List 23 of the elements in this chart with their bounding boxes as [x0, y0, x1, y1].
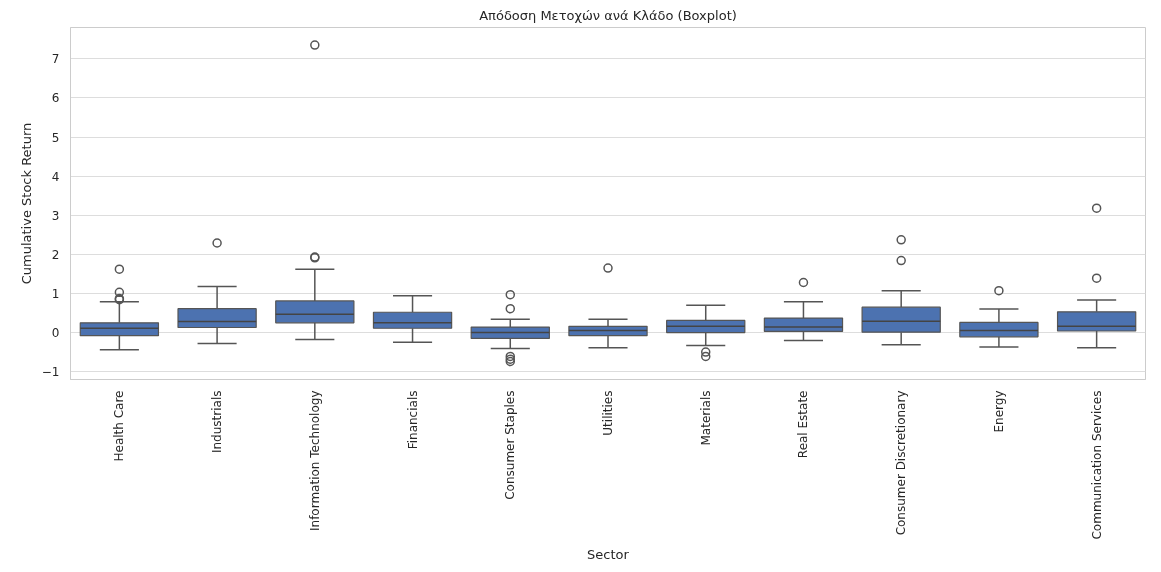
x-tick-label: Energy: [991, 390, 1006, 433]
x-tick-label: Communication Services: [1089, 390, 1104, 540]
x-tick-label: Utilities: [601, 390, 615, 436]
x-tick-label: Information Technology: [307, 390, 322, 531]
x-tick-label: Health Care: [112, 390, 127, 462]
x-tick-label: Consumer Discretionary: [894, 390, 909, 536]
x-tick-label: Financials: [405, 390, 420, 450]
y-tick-label: −1: [41, 365, 60, 380]
y-tick-label: 6: [51, 91, 60, 106]
x-tick-label: Materials: [698, 390, 713, 446]
x-tick-label: Industrials: [210, 390, 225, 454]
y-tick-label: 5: [51, 130, 60, 145]
y-tick-label: 7: [51, 52, 60, 67]
x-tick-label: Real Estate: [796, 390, 811, 459]
y-tick-label: 0: [51, 326, 60, 341]
y-tick-label: 2: [51, 247, 60, 262]
x-axis-title: Sector: [587, 547, 630, 563]
x-tick-label: Consumer Staples: [503, 390, 518, 500]
chart-title: Απόδοση Μετοχών ανά Κλάδο (Boxplot): [479, 7, 737, 23]
y-tick-label: 3: [51, 208, 60, 223]
y-tick-label: 4: [51, 169, 60, 184]
y-axis-title: Cumulative Stock Return: [18, 122, 34, 285]
y-tick-label: 1: [51, 286, 60, 301]
